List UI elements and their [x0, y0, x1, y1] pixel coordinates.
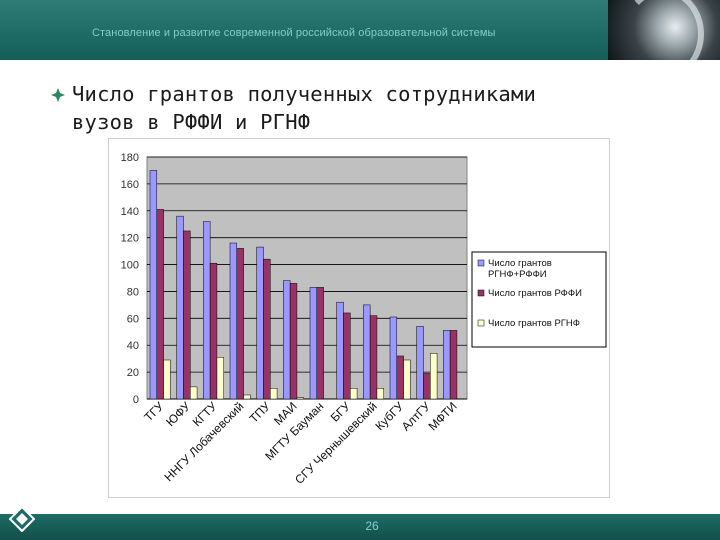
bar — [203, 221, 211, 400]
header-decorative-image — [608, 0, 720, 60]
legend-box — [471, 251, 607, 348]
bar — [369, 315, 378, 400]
bar — [396, 355, 404, 400]
legend-label: Число грантов РГНФ+РФФИ — [488, 258, 552, 280]
bar — [449, 330, 458, 400]
x-tick-label: ТГУ — [141, 399, 166, 424]
y-tick-label: 80 — [127, 286, 139, 298]
diamond-logo-icon — [9, 506, 35, 532]
legend-swatch — [477, 259, 485, 267]
y-tick-label: 60 — [127, 313, 139, 325]
legend-label: Число грантов РФФИ — [488, 288, 582, 299]
bar — [423, 373, 431, 400]
bar — [190, 386, 198, 400]
y-tick-label: 120 — [121, 233, 139, 245]
y-tick-label: 0 — [133, 394, 139, 406]
bullet-diamond-icon — [51, 88, 65, 102]
bar — [363, 304, 371, 400]
legend-swatch — [477, 319, 485, 327]
bar — [316, 287, 324, 400]
bar — [270, 387, 278, 400]
y-tick-label: 20 — [127, 367, 139, 379]
x-tick-label: МФТИ — [426, 399, 460, 433]
slide-heading-line1: Число грантов полученных сотрудниками — [72, 82, 537, 106]
bar — [376, 387, 384, 400]
bar — [149, 170, 158, 400]
bar — [163, 359, 171, 400]
bar — [156, 209, 164, 400]
bar — [336, 301, 344, 400]
bar — [283, 280, 291, 400]
header-title: Становление и развитие современной росси… — [92, 27, 496, 39]
y-tick-label: 100 — [121, 260, 139, 272]
bar — [343, 312, 351, 400]
x-tick-label: КубГУ — [372, 399, 406, 433]
y-tick-label: 160 — [121, 179, 139, 191]
x-tick-label: ТПУ — [247, 399, 274, 426]
plot-area — [146, 156, 468, 400]
x-tick-label: АлтГУ — [399, 399, 434, 434]
page-number: 26 — [365, 519, 379, 533]
bar — [289, 283, 298, 400]
footer-bar — [0, 514, 720, 540]
x-tick-label: ЮФУ — [163, 399, 193, 429]
bar — [350, 387, 358, 400]
legend-label: Число грантов РГНФ — [488, 318, 580, 329]
bar — [176, 215, 184, 400]
bar — [309, 287, 318, 400]
chart-frame: 0 20 40 60 80 100 120 140 160 180 ТГУ ЮФУ КГТУ ННГУ Л… — [108, 138, 610, 498]
bar — [443, 330, 451, 400]
bar — [296, 397, 304, 400]
bar — [229, 242, 238, 400]
bar — [209, 262, 218, 400]
bar — [183, 230, 191, 400]
header-bar — [0, 0, 720, 60]
bar — [403, 359, 411, 400]
slide-heading-line2: вузов в РФФИ и РГНФ — [72, 110, 311, 134]
bar — [256, 246, 264, 400]
bar — [236, 248, 244, 400]
legend-swatch — [477, 289, 485, 297]
bar — [389, 316, 398, 400]
bar — [416, 326, 424, 400]
bar — [243, 394, 251, 400]
y-tick-label: 40 — [127, 340, 139, 352]
bar — [216, 357, 224, 400]
y-tick-label: 180 — [121, 152, 139, 164]
bar — [263, 258, 271, 400]
bar — [430, 353, 438, 400]
y-tick-label: 140 — [121, 206, 139, 218]
